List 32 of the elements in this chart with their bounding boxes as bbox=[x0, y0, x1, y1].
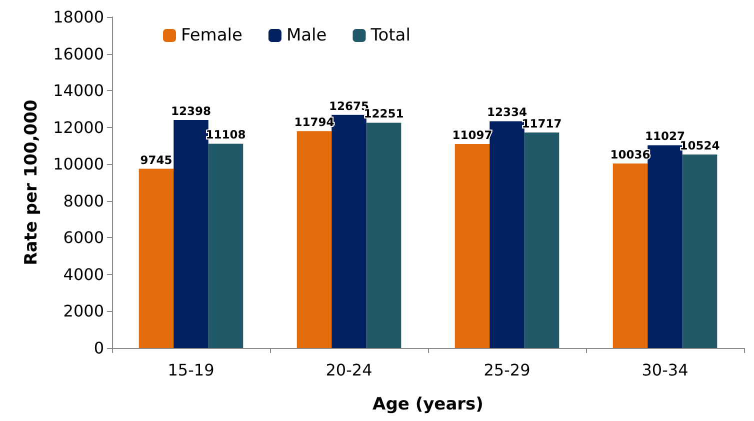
data-label: 12398 bbox=[170, 104, 212, 118]
data-label: 12334 bbox=[486, 105, 528, 120]
y-tick-label: 6000 bbox=[63, 228, 104, 248]
bar bbox=[612, 163, 648, 348]
y-axis-title: Rate per 100,000 bbox=[22, 100, 42, 266]
y-tick-label: 14000 bbox=[53, 81, 104, 100]
x-tick-label: 20-24 bbox=[326, 360, 372, 380]
y-tick-label: 2000 bbox=[63, 302, 104, 321]
legend-label: Female bbox=[181, 26, 242, 46]
bar bbox=[454, 144, 490, 348]
bar bbox=[366, 122, 402, 348]
y-tick-label: 16000 bbox=[53, 44, 104, 64]
x-tick-label: 15-19 bbox=[168, 360, 214, 380]
bar bbox=[296, 131, 332, 348]
bar bbox=[490, 121, 524, 348]
bar bbox=[208, 144, 244, 348]
bar bbox=[682, 154, 718, 348]
y-tick-label: 10000 bbox=[53, 154, 104, 174]
bar bbox=[524, 132, 560, 348]
x-tick-label: 30-34 bbox=[642, 360, 688, 380]
bar bbox=[174, 120, 208, 348]
y-tick-label: 8000 bbox=[63, 191, 104, 210]
y-tick-label: 4000 bbox=[63, 264, 104, 284]
x-axis-title: Age (years) bbox=[372, 394, 484, 414]
legend-label: Male bbox=[286, 26, 327, 46]
bar bbox=[138, 168, 174, 348]
y-tick-label: 18000 bbox=[53, 8, 104, 26]
legend-label: Total bbox=[370, 26, 410, 46]
data-label: 9745 bbox=[140, 152, 172, 167]
y-tick-label: 0 bbox=[94, 338, 104, 358]
x-tick-label: 25-29 bbox=[484, 360, 530, 380]
y-tick-label: 12000 bbox=[53, 118, 104, 137]
